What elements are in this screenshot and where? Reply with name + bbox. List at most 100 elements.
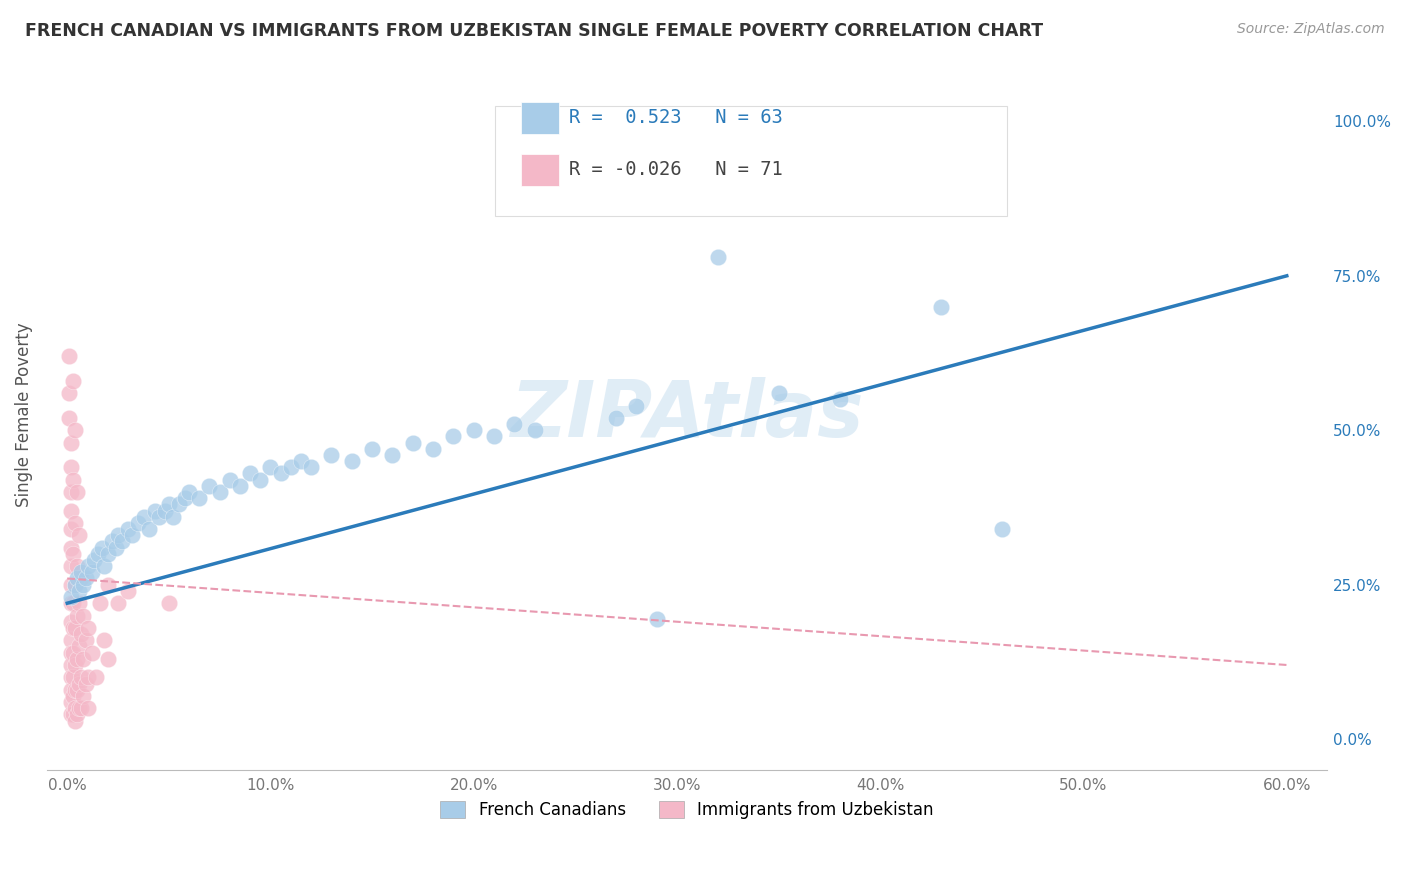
Point: [60, 695, 83, 709]
Point: [67, 596, 90, 610]
Legend: French Canadians, Immigrants from Uzbekistan: French Canadians, Immigrants from Uzbeki…: [433, 794, 941, 826]
Point: [482, 429, 505, 443]
Point: [121, 528, 143, 542]
Point: [381, 448, 404, 462]
Point: [75, 676, 97, 690]
Point: [706, 250, 728, 264]
Point: [463, 423, 485, 437]
Point: [62, 473, 84, 487]
Point: [60, 503, 83, 517]
Point: [65, 516, 87, 530]
Point: [97, 652, 120, 666]
Point: [62, 689, 84, 703]
Point: [167, 497, 190, 511]
Point: [60, 646, 83, 660]
Point: [66, 572, 89, 586]
Point: [127, 516, 149, 530]
Point: [60, 577, 83, 591]
Point: [66, 682, 89, 697]
Point: [290, 454, 312, 468]
Point: [259, 460, 281, 475]
Point: [65, 657, 87, 672]
Point: [62, 621, 84, 635]
Point: [828, 392, 851, 407]
Point: [70, 701, 93, 715]
Point: [80, 566, 103, 580]
Point: [62, 670, 84, 684]
Point: [107, 596, 129, 610]
Point: [70, 572, 93, 586]
Point: [929, 300, 952, 314]
Point: [72, 652, 94, 666]
Point: [148, 509, 170, 524]
Point: [174, 491, 197, 506]
Point: [62, 374, 84, 388]
Point: [76, 701, 98, 715]
Point: [991, 522, 1014, 536]
Point: [198, 479, 221, 493]
Point: [270, 467, 292, 481]
Point: [76, 559, 98, 574]
Point: [249, 473, 271, 487]
Point: [67, 640, 90, 654]
Point: [111, 534, 134, 549]
Point: [60, 707, 83, 722]
Point: [62, 707, 84, 722]
Point: [605, 410, 627, 425]
Point: [83, 553, 105, 567]
Point: [70, 670, 93, 684]
Point: [157, 497, 180, 511]
Point: [90, 541, 112, 555]
FancyBboxPatch shape: [520, 154, 560, 186]
Point: [60, 682, 83, 697]
Point: [93, 559, 115, 574]
Point: [97, 577, 120, 591]
Point: [58, 349, 80, 363]
Point: [72, 577, 94, 591]
Point: [67, 676, 90, 690]
Point: [134, 509, 156, 524]
Point: [503, 417, 526, 431]
Point: [65, 423, 87, 437]
Point: [666, 188, 689, 202]
Point: [66, 707, 89, 722]
Point: [86, 547, 108, 561]
Point: [188, 491, 211, 506]
Point: [66, 608, 89, 623]
Point: [67, 701, 90, 715]
Point: [60, 657, 83, 672]
Point: [84, 670, 107, 684]
Point: [72, 608, 94, 623]
Point: [60, 590, 83, 604]
Point: [105, 541, 128, 555]
Point: [76, 621, 98, 635]
Point: [65, 682, 87, 697]
Point: [422, 442, 444, 456]
Point: [143, 503, 166, 517]
FancyBboxPatch shape: [495, 106, 1007, 216]
Point: [60, 522, 83, 536]
Point: [75, 572, 97, 586]
Point: [768, 386, 790, 401]
Point: [65, 577, 87, 591]
Text: R = -0.026   N = 71: R = -0.026 N = 71: [569, 161, 783, 179]
FancyBboxPatch shape: [520, 103, 560, 134]
Text: Source: ZipAtlas.com: Source: ZipAtlas.com: [1237, 22, 1385, 37]
Point: [340, 454, 363, 468]
Point: [76, 670, 98, 684]
Point: [107, 528, 129, 542]
Point: [645, 612, 668, 626]
Text: ZIPAtlas: ZIPAtlas: [510, 376, 863, 453]
Point: [60, 435, 83, 450]
Point: [60, 460, 83, 475]
Point: [60, 485, 83, 500]
Point: [626, 399, 648, 413]
Point: [66, 485, 89, 500]
Text: FRENCH CANADIAN VS IMMIGRANTS FROM UZBEKISTAN SINGLE FEMALE POVERTY CORRELATION : FRENCH CANADIAN VS IMMIGRANTS FROM UZBEK…: [25, 22, 1043, 40]
Point: [60, 559, 83, 574]
Point: [67, 528, 90, 542]
Point: [72, 689, 94, 703]
Point: [65, 701, 87, 715]
Point: [157, 596, 180, 610]
Point: [70, 566, 93, 580]
